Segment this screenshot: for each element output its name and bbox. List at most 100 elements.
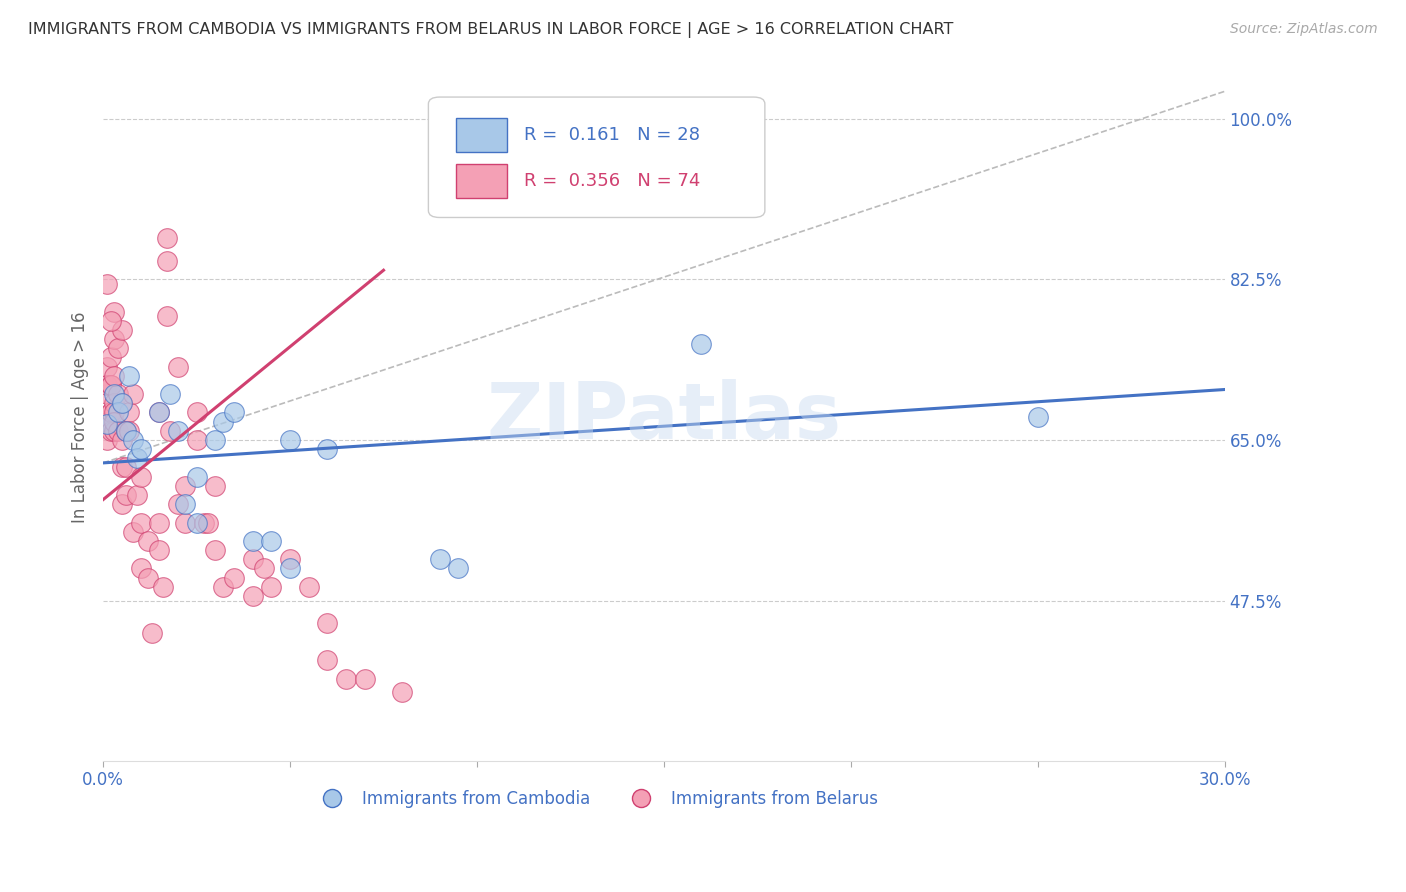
Point: [103, 415, 125, 429]
Point: [316, 653, 339, 667]
Point: [100, 351, 122, 365]
Point: [100, 424, 122, 438]
Point: [174, 479, 197, 493]
FancyBboxPatch shape: [429, 97, 765, 218]
Point: [447, 561, 470, 575]
Point: [96, 359, 118, 374]
Text: ZIPatlas: ZIPatlas: [486, 379, 841, 455]
Point: [156, 254, 179, 268]
Point: [278, 433, 301, 447]
Text: IMMIGRANTS FROM CAMBODIA VS IMMIGRANTS FROM BELARUS IN LABOR FORCE | AGE > 16 CO: IMMIGRANTS FROM CAMBODIA VS IMMIGRANTS F…: [28, 22, 953, 38]
Point: [148, 543, 170, 558]
FancyBboxPatch shape: [457, 118, 508, 153]
Point: [391, 685, 413, 699]
Point: [107, 341, 129, 355]
Point: [103, 396, 125, 410]
Point: [429, 552, 451, 566]
Point: [278, 561, 301, 575]
Point: [1026, 410, 1049, 425]
Point: [242, 552, 264, 566]
Point: [100, 405, 122, 419]
Point: [114, 424, 136, 438]
Point: [167, 359, 190, 374]
Point: [186, 516, 208, 530]
Point: [103, 332, 125, 346]
Point: [107, 405, 129, 419]
Point: [111, 396, 134, 410]
Point: [167, 424, 190, 438]
Point: [211, 580, 233, 594]
Point: [211, 415, 233, 429]
Point: [204, 433, 226, 447]
Point: [96, 417, 118, 432]
Point: [100, 378, 122, 392]
Point: [690, 336, 713, 351]
Point: [96, 415, 118, 429]
Point: [136, 533, 159, 548]
Point: [129, 561, 152, 575]
Point: [96, 433, 118, 447]
Point: [100, 405, 122, 419]
Point: [260, 533, 283, 548]
Point: [100, 378, 122, 392]
Point: [222, 571, 245, 585]
Point: [167, 497, 190, 511]
Point: [118, 368, 141, 383]
Point: [125, 488, 148, 502]
Point: [122, 524, 145, 539]
Point: [222, 405, 245, 419]
Point: [111, 396, 134, 410]
Point: [114, 460, 136, 475]
Point: [103, 405, 125, 419]
Point: [107, 424, 129, 438]
Point: [129, 516, 152, 530]
Point: [136, 571, 159, 585]
Point: [278, 552, 301, 566]
Point: [111, 497, 134, 511]
Point: [316, 616, 339, 631]
FancyBboxPatch shape: [457, 164, 508, 198]
Point: [141, 625, 163, 640]
Point: [118, 405, 141, 419]
Point: [103, 304, 125, 318]
Point: [159, 424, 181, 438]
Point: [353, 672, 375, 686]
Point: [148, 405, 170, 419]
Point: [114, 424, 136, 438]
Point: [197, 516, 219, 530]
Point: [118, 424, 141, 438]
Text: R =  0.356   N = 74: R = 0.356 N = 74: [523, 172, 700, 190]
Point: [103, 424, 125, 438]
Point: [193, 516, 215, 530]
Point: [159, 387, 181, 401]
Point: [111, 460, 134, 475]
Point: [129, 442, 152, 457]
Point: [103, 387, 125, 401]
Point: [148, 516, 170, 530]
Point: [125, 451, 148, 466]
Point: [100, 314, 122, 328]
Y-axis label: In Labor Force | Age > 16: In Labor Force | Age > 16: [72, 311, 89, 523]
Point: [122, 387, 145, 401]
Point: [242, 589, 264, 603]
Point: [111, 433, 134, 447]
Point: [174, 497, 197, 511]
Point: [103, 368, 125, 383]
Point: [335, 672, 357, 686]
Point: [260, 580, 283, 594]
Point: [96, 378, 118, 392]
Point: [96, 277, 118, 291]
Point: [204, 543, 226, 558]
Point: [204, 479, 226, 493]
Point: [114, 488, 136, 502]
Point: [111, 323, 134, 337]
Point: [156, 309, 179, 323]
Point: [122, 433, 145, 447]
Point: [316, 442, 339, 457]
Text: Source: ZipAtlas.com: Source: ZipAtlas.com: [1230, 22, 1378, 37]
Point: [129, 469, 152, 483]
Point: [148, 405, 170, 419]
Point: [152, 580, 174, 594]
Point: [156, 231, 179, 245]
Text: R =  0.161   N = 28: R = 0.161 N = 28: [523, 126, 700, 144]
